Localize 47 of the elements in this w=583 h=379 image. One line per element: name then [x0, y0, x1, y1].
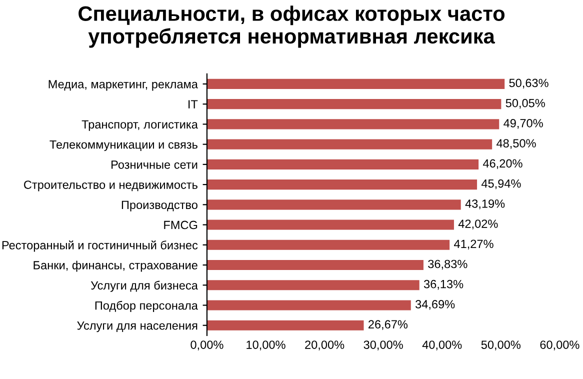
y-tick-label: Телекоммуникации и связь — [50, 140, 198, 152]
bar — [206, 78, 505, 89]
x-tick-label: 0,00% — [190, 340, 224, 350]
y-tick-label: Ресторанный и гостиничный бизнес — [2, 240, 198, 252]
y-tick-label: Производство — [122, 200, 198, 212]
x-tick-label: 40,00% — [422, 340, 462, 350]
bar — [206, 320, 364, 330]
bar — [206, 220, 454, 230]
x-tick-label: 50,00% — [481, 340, 520, 350]
data-label: 46,20% — [482, 159, 522, 169]
data-label: 50,05% — [506, 98, 545, 109]
chart-title: Специальности, в офисах которых часто употребляется ненормативная лексика — [78, 6, 505, 48]
data-label: 36,83% — [428, 260, 468, 270]
x-tick-label: 10,00% — [246, 340, 286, 350]
y-tick-label: Услуги для населения — [77, 322, 198, 332]
data-label: 34,69% — [416, 300, 455, 310]
y-tick-label: IT — [188, 100, 198, 108]
y-tick-label: Розничные сети — [112, 160, 198, 169]
bar — [206, 139, 492, 150]
data-label: 43,19% — [465, 199, 505, 210]
y-tick-label: Строительство и недвижимость — [24, 180, 198, 192]
data-label: 49,70% — [504, 119, 543, 129]
bar — [206, 280, 420, 290]
y-tick-label: Медиа, маркетинг, реклама — [48, 80, 198, 91]
y-tick-label: FMCG — [164, 220, 198, 230]
bar — [206, 200, 461, 210]
data-label: 26,67% — [368, 320, 408, 330]
bar — [206, 240, 450, 250]
bar — [206, 119, 500, 130]
bar — [206, 300, 411, 310]
data-label: 41,27% — [454, 240, 494, 250]
y-tick-label: Услуги для бизнеса — [90, 280, 198, 292]
x-tick-label: 20,00% — [305, 340, 344, 350]
y-tick-label: Подбор персонала — [95, 300, 198, 312]
bar — [206, 180, 478, 190]
data-label: 45,94% — [481, 179, 521, 190]
x-tick-label: 30,00% — [364, 340, 403, 350]
y-tick-label: Банки, финансы, страхование — [34, 260, 198, 272]
data-label: 50,63% — [509, 78, 548, 89]
bar — [206, 260, 424, 270]
bar — [206, 159, 479, 170]
data-label: 48,50% — [496, 139, 536, 149]
data-label: 42,02% — [458, 220, 498, 230]
x-tick-label: 60,00% — [540, 340, 580, 350]
y-tick-label: Транспорт, логистика — [82, 120, 198, 131]
data-label: 36,13% — [424, 280, 464, 290]
bar — [206, 99, 502, 110]
